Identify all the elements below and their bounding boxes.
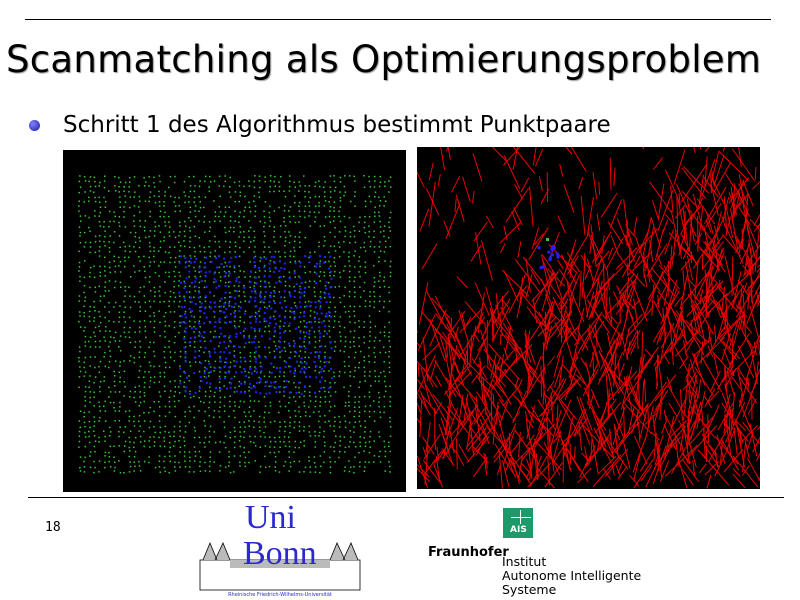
point-pairs-image (417, 147, 760, 489)
scan-overlay-image (63, 150, 406, 492)
bottom-rule (28, 497, 784, 498)
slide-title: Scanmatching als Optimierungsproblem (6, 38, 762, 81)
uni-logo-caption: Rheinische Friedrich-Wilhelms-Universitä… (228, 592, 332, 598)
fraunhofer-line-1: Institut (502, 554, 547, 569)
bonn-logo-text: Bonn (243, 535, 317, 572)
ais-badge-text: AIS (510, 525, 527, 535)
bullet-text: Schritt 1 des Algorithmus bestimmt Punkt… (63, 112, 611, 138)
page-number: 18 (45, 520, 61, 535)
top-rule (25, 19, 771, 20)
uni-bonn-logo: Uni Bonn Rheinische Friedrich-Wilhelms-U… (199, 499, 361, 598)
fraunhofer-line-2: Autonome Intelligente (502, 568, 642, 583)
fraunhofer-name: Fraunhofer (428, 545, 509, 560)
fraunhofer-ais-logo: AIS (503, 508, 533, 538)
fraunhofer-line-3: Systeme (502, 582, 557, 597)
uni-logo-text: Uni (245, 499, 296, 536)
bullet-icon (29, 120, 40, 131)
